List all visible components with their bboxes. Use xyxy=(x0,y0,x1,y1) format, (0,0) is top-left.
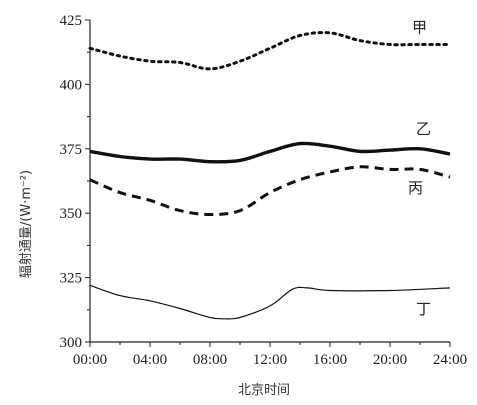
x-tick-label: 08:00 xyxy=(193,352,227,368)
x-tick-label: 00:00 xyxy=(73,352,107,368)
y-tick-label: 400 xyxy=(60,77,83,93)
series-label-1: 甲 xyxy=(412,19,427,37)
axes: 300 325 350 375 400 425 00:00 04:00 08:00 12:00 16… xyxy=(60,13,468,368)
series-line-2 xyxy=(89,141,451,164)
x-tick-label: 20:00 xyxy=(373,352,407,368)
y-tick-label: 325 xyxy=(60,271,83,287)
y-tick-label: 300 xyxy=(60,335,83,351)
y-axis-title: 辐射通量/(W·m⁻²) xyxy=(18,170,34,278)
series-label-4: 丁 xyxy=(416,300,431,318)
x-tick-label: 04:00 xyxy=(133,352,167,368)
series-line-3 xyxy=(89,165,451,216)
y-tick-label: 425 xyxy=(60,13,83,29)
series-line-1 xyxy=(88,31,452,71)
series-label-2: 乙 xyxy=(416,120,431,138)
y-tick-label: 350 xyxy=(60,206,83,222)
x-tick-label: 24:00 xyxy=(433,352,467,368)
x-tick-label: 16:00 xyxy=(313,352,347,368)
x-axis-title: 北京时间 xyxy=(238,383,290,398)
series-label-3: 丙 xyxy=(408,179,423,197)
series-line-4 xyxy=(89,284,451,320)
x-tick-label: 12:00 xyxy=(253,352,287,368)
series-layer xyxy=(88,31,452,320)
y-tick-label: 375 xyxy=(60,142,83,158)
